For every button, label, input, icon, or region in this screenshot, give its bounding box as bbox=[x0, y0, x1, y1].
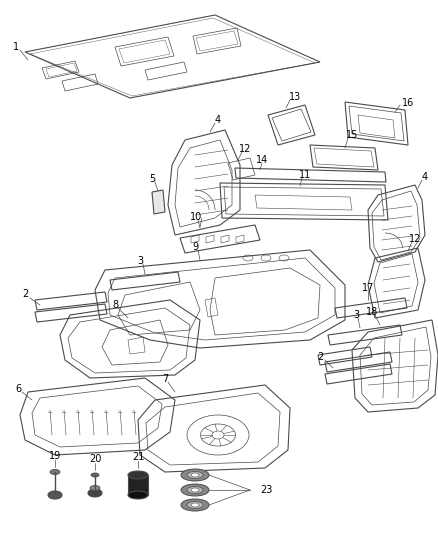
Ellipse shape bbox=[181, 469, 209, 481]
Polygon shape bbox=[152, 190, 165, 214]
Text: 16: 16 bbox=[402, 98, 414, 108]
Ellipse shape bbox=[181, 484, 209, 496]
Text: 7: 7 bbox=[162, 374, 168, 384]
Ellipse shape bbox=[91, 473, 99, 477]
Text: 11: 11 bbox=[299, 170, 311, 180]
Text: 2: 2 bbox=[22, 289, 28, 299]
Ellipse shape bbox=[90, 486, 100, 490]
Text: 4: 4 bbox=[422, 172, 428, 182]
Ellipse shape bbox=[187, 487, 203, 494]
Text: 8: 8 bbox=[112, 300, 118, 310]
Ellipse shape bbox=[187, 472, 203, 479]
Ellipse shape bbox=[50, 470, 60, 474]
Text: 12: 12 bbox=[239, 144, 251, 154]
Text: 21: 21 bbox=[132, 452, 144, 462]
Text: 15: 15 bbox=[346, 130, 358, 140]
Text: 14: 14 bbox=[256, 155, 268, 165]
Ellipse shape bbox=[181, 499, 209, 511]
Text: 2: 2 bbox=[317, 352, 323, 362]
Text: 19: 19 bbox=[49, 451, 61, 461]
Text: 3: 3 bbox=[137, 256, 143, 266]
Ellipse shape bbox=[88, 489, 102, 497]
Text: 10: 10 bbox=[190, 212, 202, 222]
Ellipse shape bbox=[187, 502, 203, 508]
Ellipse shape bbox=[191, 473, 199, 477]
Text: 6: 6 bbox=[15, 384, 21, 394]
Text: 1: 1 bbox=[13, 42, 19, 52]
Ellipse shape bbox=[128, 471, 148, 479]
Text: 4: 4 bbox=[215, 115, 221, 125]
Text: 9: 9 bbox=[192, 242, 198, 252]
Text: 17: 17 bbox=[362, 283, 374, 293]
Polygon shape bbox=[128, 475, 148, 495]
Text: 18: 18 bbox=[366, 307, 378, 317]
Ellipse shape bbox=[191, 503, 199, 507]
Text: 12: 12 bbox=[409, 234, 421, 244]
Ellipse shape bbox=[48, 491, 62, 499]
Text: 20: 20 bbox=[89, 454, 101, 464]
Text: 5: 5 bbox=[149, 174, 155, 184]
Ellipse shape bbox=[191, 488, 199, 492]
Text: 13: 13 bbox=[289, 92, 301, 102]
Text: 23: 23 bbox=[260, 485, 272, 495]
Text: 3: 3 bbox=[353, 310, 359, 320]
Ellipse shape bbox=[128, 491, 148, 499]
